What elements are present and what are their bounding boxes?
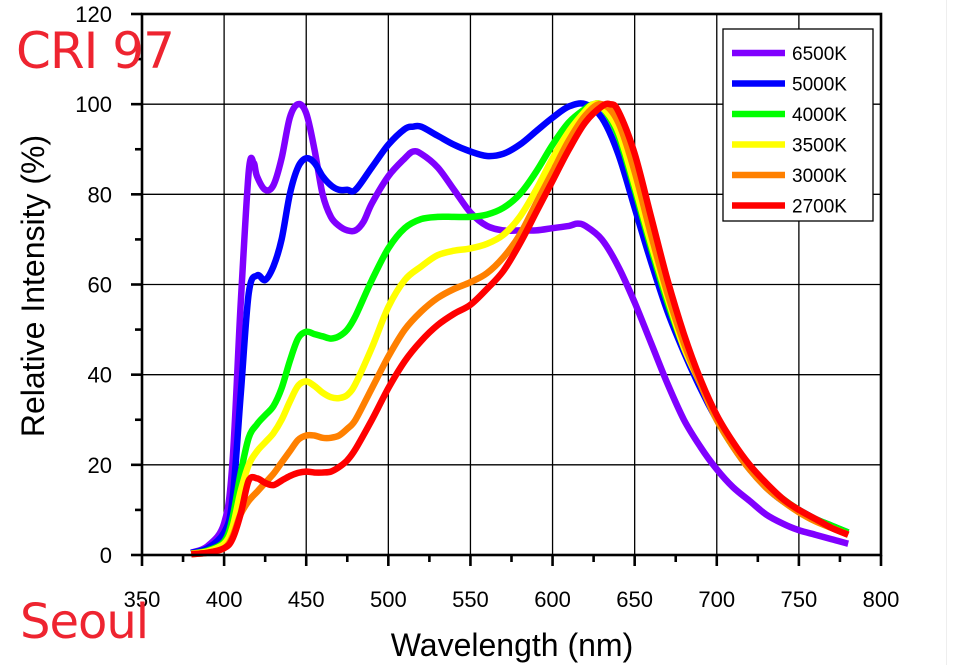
legend-label-4000k: 4000K	[792, 105, 847, 126]
y-tick-label: 0	[100, 543, 112, 568]
x-tick-label: 350	[124, 587, 161, 612]
legend-box	[722, 28, 874, 222]
legend-label-6500k: 6500K	[792, 44, 847, 65]
x-tick-label: 650	[616, 587, 653, 612]
legend-label-5000k: 5000K	[792, 75, 847, 96]
x-tick-label: 600	[534, 587, 571, 612]
x-tick-label: 550	[452, 587, 489, 612]
x-tick-label: 800	[863, 587, 900, 612]
y-tick-label: 40	[88, 363, 112, 388]
legend-label-3000k: 3000K	[792, 166, 847, 187]
x-tick-labels: 350 400 450 500 550 600 650 700 750 800	[124, 587, 900, 612]
cri-label: CRI 97	[16, 22, 175, 80]
x-tick-label: 400	[206, 587, 243, 612]
page-edge-divider	[946, 0, 947, 665]
y-tick-label: 60	[88, 273, 112, 298]
y-tick-labels: 0 20 40 60 80 100 120	[75, 2, 112, 568]
legend-items: 6500K 5000K 4000K 3500K 3000K 2700K	[732, 44, 847, 218]
legend: 6500K 5000K 4000K 3500K 3000K 2700K	[722, 28, 874, 222]
y-axis-title: Relative Intensity (%)	[15, 135, 51, 437]
x-tick-label: 450	[288, 587, 325, 612]
series-line-2700k	[191, 100, 850, 558]
y-tick-label: 80	[88, 182, 112, 207]
y-tick-label: 20	[88, 453, 112, 478]
y-tick-label: 120	[75, 2, 112, 27]
x-axis-title: Wavelength (nm)	[391, 627, 633, 663]
series-line-6500k	[190, 100, 850, 556]
legend-label-2700k: 2700K	[792, 197, 847, 218]
legend-label-3500k: 3500K	[792, 136, 847, 157]
y-tick-label: 100	[75, 92, 112, 117]
axes	[131, 12, 883, 566]
brand-label: Seoul	[20, 594, 149, 650]
series-lines	[190, 99, 850, 558]
x-tick-label: 750	[781, 587, 818, 612]
x-tick-label: 500	[370, 587, 407, 612]
x-tick-label: 700	[698, 587, 735, 612]
